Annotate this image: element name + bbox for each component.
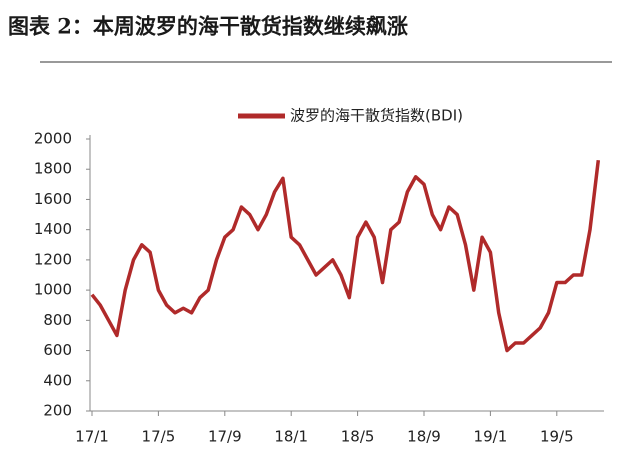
y-tick-label: 2000 [34, 130, 72, 148]
legend-label: 波罗的海干散货指数(BDI) [290, 107, 463, 125]
y-tick-label: 1400 [34, 220, 72, 238]
x-tick-label: 19/1 [474, 428, 508, 446]
x-tick-label: 17/5 [142, 428, 176, 446]
data-line [90, 159, 601, 353]
y-tick-label: 600 [43, 341, 72, 359]
x-tick-label: 17/9 [208, 428, 242, 446]
x-tick-label: 17/1 [75, 428, 109, 446]
x-tick-label: 18/9 [407, 428, 441, 446]
y-tick-label: 1000 [34, 281, 72, 299]
y-tick-label: 200 [43, 402, 72, 420]
x-tick-label: 18/1 [274, 428, 308, 446]
y-tick-label: 1600 [34, 190, 72, 208]
y-tick-label: 400 [43, 371, 72, 389]
x-tick-label: 18/5 [341, 428, 375, 446]
y-tick-label: 1200 [34, 250, 72, 268]
y-tick-label: 1800 [34, 160, 72, 178]
y-tick-label: 800 [43, 311, 72, 329]
x-tick-label: 19/5 [540, 428, 574, 446]
chart-title: 图表 2：本周波罗的海干散货指数继续飙涨 [8, 14, 408, 39]
